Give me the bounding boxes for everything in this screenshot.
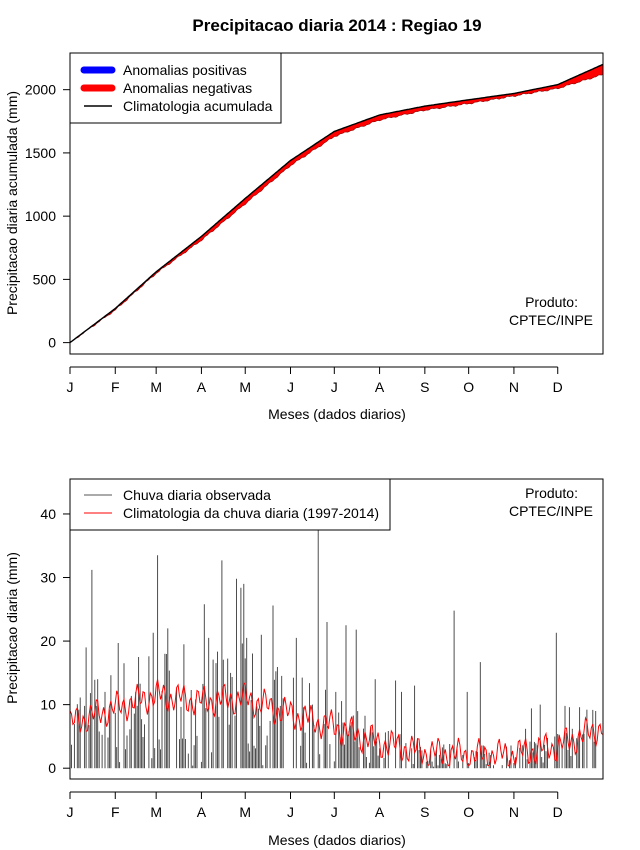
x-tick-label: M [239, 379, 251, 395]
x-tick-label: J [331, 379, 338, 395]
x-tick-label: J [67, 804, 74, 820]
x-tick-label: A [197, 804, 207, 820]
x-tick-label: N [509, 379, 519, 395]
y-tick-label: 40 [40, 506, 56, 522]
product-note-source: CPTEC/INPE [509, 312, 593, 328]
legend-label-climatology: Climatologia acumulada [123, 98, 273, 114]
x-tick-label: F [111, 379, 120, 395]
y-tick-label: 30 [40, 570, 56, 586]
x-tick-label: A [197, 379, 207, 395]
x-tick-label: A [375, 379, 385, 395]
x-tick-label: S [420, 379, 429, 395]
daily-y-label: Precipitacao diaria (mm) [4, 552, 20, 704]
x-tick-label: F [111, 804, 120, 820]
chart-title: Precipitacao diaria 2014 : Regiao 19 [192, 16, 481, 35]
x-tick-label: J [331, 804, 338, 820]
x-tick-label: A [375, 804, 385, 820]
x-tick-label: M [150, 804, 162, 820]
y-tick-label: 1000 [25, 208, 56, 224]
product-note-title: Produto: [525, 294, 578, 310]
legend-label-daily-climatology: Climatologia da chuva diaria (1997-2014) [123, 505, 379, 521]
y-tick-label: 1500 [25, 145, 56, 161]
product-note-title: Produto: [525, 485, 578, 501]
cumulative-legend: Anomalias positivas Anomalias negativas … [69, 52, 282, 124]
daily-legend: Chuva diaria observada Climatologia da c… [69, 478, 391, 531]
x-tick-label: O [463, 379, 474, 395]
x-tick-label: J [67, 379, 74, 395]
legend-label-negative-anomaly: Anomalias negativas [123, 80, 252, 96]
x-tick-label: D [553, 804, 563, 820]
daily-plot-area [69, 527, 604, 769]
y-tick-label: 20 [40, 633, 56, 649]
y-tick-label: 0 [48, 335, 56, 351]
daily-x-label: Meses (dados diarios) [268, 832, 406, 848]
daily-climatology-line [69, 679, 604, 767]
daily-y-axis: 0 10 20 30 40 [40, 506, 71, 776]
x-tick-label: M [150, 379, 162, 395]
cumulative-y-label: Precipitacao diaria acumulada (mm) [4, 91, 20, 315]
cumulative-y-axis: 0 500 1000 1500 2000 [25, 82, 71, 351]
y-tick-label: 10 [40, 697, 56, 713]
legend-label-observed-rain: Chuva diaria observada [123, 487, 271, 503]
x-tick-label: N [509, 804, 519, 820]
cumulative-x-label: Meses (dados diarios) [268, 406, 406, 422]
y-tick-label: 0 [48, 760, 56, 776]
legend-label-positive-anomaly: Anomalias positivas [123, 62, 247, 78]
x-tick-label: S [420, 804, 429, 820]
daily-legend-box [69, 478, 391, 531]
y-tick-label: 2000 [25, 82, 56, 98]
x-tick-label: O [463, 804, 474, 820]
x-tick-label: D [553, 379, 563, 395]
x-tick-label: J [287, 379, 294, 395]
x-tick-label: M [239, 804, 251, 820]
x-tick-label: J [287, 804, 294, 820]
y-tick-label: 500 [33, 271, 57, 287]
climatology-cumulative-line [69, 63, 604, 344]
product-note-source: CPTEC/INPE [509, 503, 593, 519]
observed-rain-bars [71, 527, 597, 769]
